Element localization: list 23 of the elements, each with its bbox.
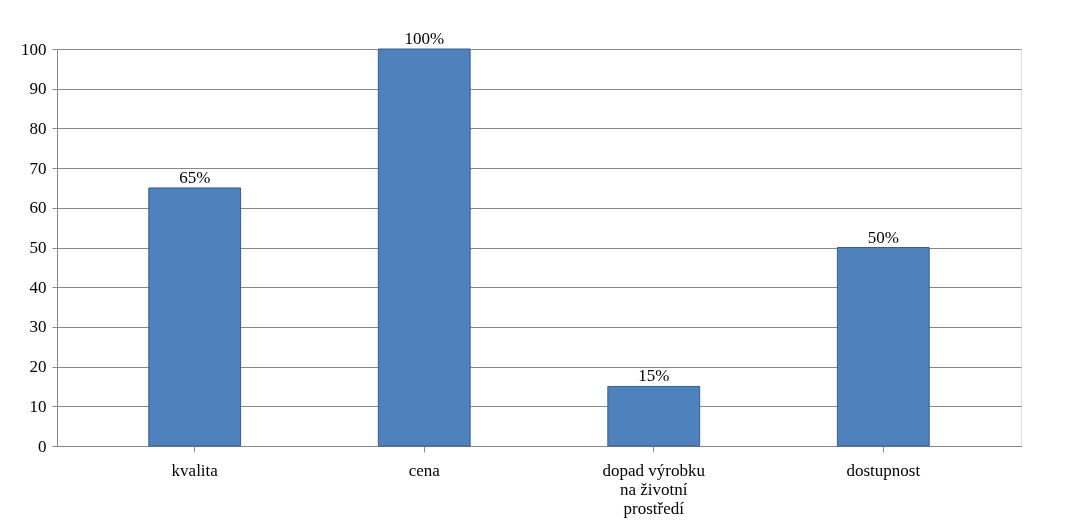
- y-tick-label: 100: [21, 39, 47, 59]
- y-tick-label: 60: [29, 198, 47, 218]
- y-tick-label: 90: [29, 79, 47, 99]
- y-tick-label: 50: [29, 238, 47, 257]
- y-tick-label: 10: [29, 396, 47, 416]
- y-tick-label: 70: [29, 158, 47, 178]
- x-tick-label: dostupnost: [846, 460, 921, 480]
- bar: [148, 187, 242, 447]
- data-label: 15%: [638, 366, 670, 386]
- y-tick-label: 30: [29, 317, 47, 337]
- bar: [836, 247, 930, 447]
- x-tick-label: cena: [408, 460, 441, 480]
- y-tick-label: 40: [29, 277, 47, 297]
- y-tick-label: 20: [29, 357, 47, 377]
- x-tick-label: dopad výrobku na životní prostředí: [602, 460, 706, 518]
- data-label: 100%: [404, 29, 445, 48]
- data-label: 50%: [867, 227, 899, 247]
- bar: [607, 385, 701, 447]
- y-tick-label: 80: [29, 118, 47, 138]
- data-label: 65%: [179, 167, 211, 187]
- x-tick-label: kvalita: [171, 460, 219, 480]
- bar: [377, 48, 471, 447]
- y-tick-label: 0: [38, 436, 47, 456]
